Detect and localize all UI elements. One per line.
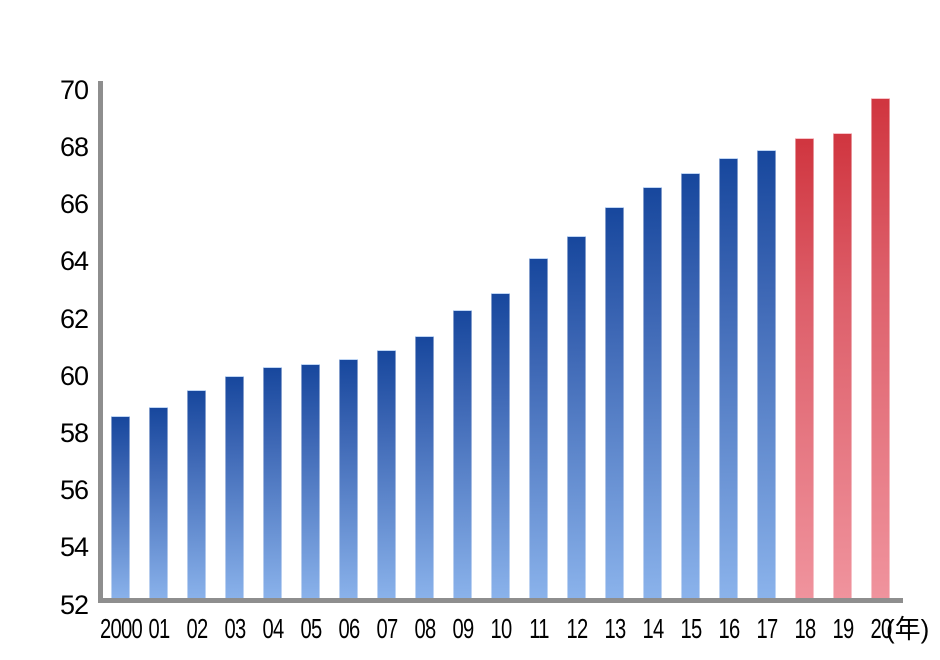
y-tick-label-70: 70 [59, 74, 89, 105]
x-tick-label-06: 06 [338, 613, 360, 644]
x-tick-label-10: 10 [490, 613, 512, 644]
bar-06 [339, 358, 359, 603]
x-tick-label-08: 08 [414, 613, 436, 644]
x-tick-label-09: 09 [452, 613, 474, 644]
bar-2000 [111, 415, 131, 603]
bar-20 [871, 98, 891, 603]
x-tick-label-14: 14 [642, 613, 664, 644]
x-tick-label-07: 07 [376, 613, 398, 644]
bar-17 [757, 149, 777, 603]
x-tick-label-18: 18 [794, 613, 816, 644]
bar-15 [681, 172, 701, 603]
bar-10 [491, 292, 511, 603]
x-tick-label-12: 12 [566, 613, 588, 644]
x-tick-label-02: 02 [186, 613, 208, 644]
bar-12 [567, 235, 587, 603]
x-tick-label-15: 15 [680, 613, 702, 644]
x-tick-label-01: 01 [148, 613, 170, 644]
bar-14 [643, 186, 663, 603]
bar-07 [377, 349, 397, 603]
x-tick-label-03: 03 [224, 613, 246, 644]
x-axis-unit-label: (年) [886, 614, 930, 644]
x-tick-label-16: 16 [718, 613, 740, 644]
y-tick-label-66: 66 [59, 189, 89, 220]
x-tick-label-2000: 2000 [99, 613, 143, 644]
bar-08 [415, 335, 435, 603]
y-tick-label-56: 56 [59, 475, 89, 506]
y-tick-label-64: 64 [59, 246, 89, 277]
bar-05 [301, 364, 321, 603]
x-tick-label-13: 13 [604, 613, 626, 644]
bar-19 [833, 132, 853, 603]
bar-01 [149, 407, 169, 603]
bar-04 [263, 367, 283, 603]
y-tick-label-58: 58 [59, 417, 89, 448]
x-tick-label-11: 11 [529, 613, 549, 644]
x-tick-label-20: 20 [870, 613, 892, 644]
x-tick-label-04: 04 [262, 613, 284, 644]
bar-02 [187, 390, 207, 603]
x-tick-label-19: 19 [832, 613, 854, 644]
y-tick-label-60: 60 [59, 360, 89, 391]
bar-16 [719, 158, 739, 603]
y-tick-label-62: 62 [59, 303, 89, 334]
bar-18 [795, 138, 815, 603]
x-tick-label-05: 05 [300, 613, 322, 644]
x-axis-line [98, 598, 903, 603]
y-axis-line [98, 81, 103, 603]
y-tick-label-68: 68 [59, 131, 89, 162]
bar-03 [225, 375, 245, 603]
y-tick-label-54: 54 [59, 532, 89, 563]
bar-11 [529, 258, 549, 603]
bar-13 [605, 206, 625, 603]
bar-09 [453, 309, 473, 603]
x-tick-label-17: 17 [756, 613, 778, 644]
y-tick-label-52: 52 [59, 589, 89, 620]
